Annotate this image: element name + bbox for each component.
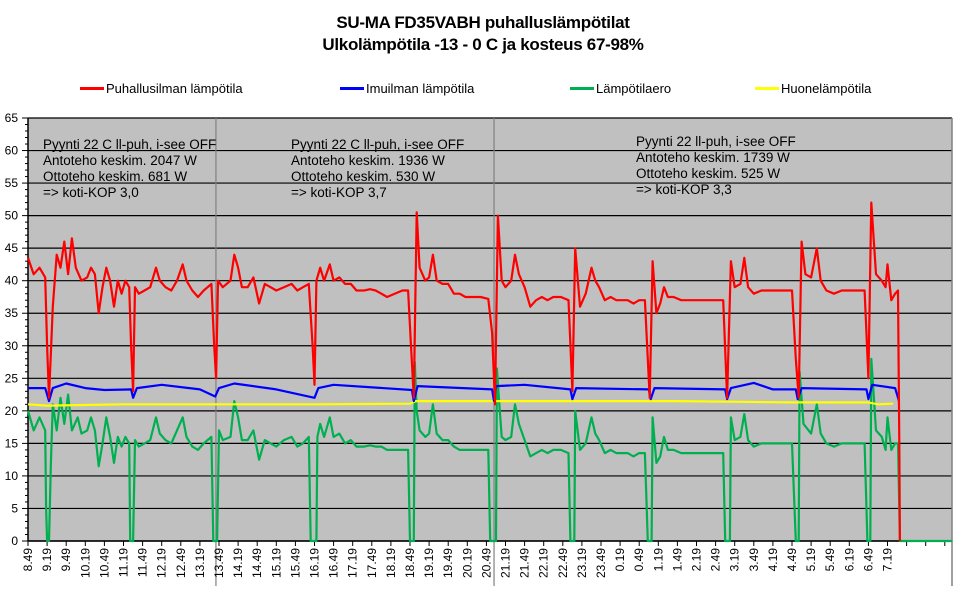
annotation-line: Antoteho keskim. 1739 W (636, 150, 790, 165)
annotation-line: Pyynti 22 ll-puh, i-see OFF (636, 134, 796, 149)
x-tick-label: 17.49 (365, 548, 379, 578)
x-tick-label: 12.49 (174, 548, 188, 578)
y-tick-label: 0 (11, 534, 18, 548)
x-tick-label: 2.49 (709, 548, 723, 572)
y-tick-label: 25 (5, 371, 19, 385)
annotation-line: Pyynti 22 C ll-puh, i-see OFF (43, 137, 217, 152)
legend-item-lampotilaero: Lämpötilaero (570, 81, 671, 96)
y-tick-label: 35 (5, 306, 19, 320)
x-tick-label: 11.19 (117, 548, 131, 577)
legend-label: Lämpötilaero (596, 81, 672, 96)
x-tick-label: 5.19 (804, 548, 818, 572)
x-tick-label: 18.49 (403, 548, 417, 578)
legend-swatch (755, 87, 779, 90)
x-tick-label: 20.19 (460, 548, 474, 578)
annotation-line: => koti-KOP 3,0 (43, 185, 139, 200)
x-tick-label: 16.19 (308, 548, 322, 578)
x-tick-label: 22.19 (537, 548, 551, 578)
x-tick-label: 12.19 (155, 548, 169, 578)
y-tick-label: 50 (5, 209, 19, 223)
x-tick-label: 17.19 (346, 548, 360, 578)
legend-label: Imuilman lämpötila (366, 81, 475, 96)
series-line-imuilman-l-mp-tila (28, 381, 901, 403)
annotation-line: => koti-KOP 3,7 (291, 185, 387, 200)
x-tick-label: 10.49 (97, 548, 111, 578)
annotation-period-3: Pyynti 22 ll-puh, i-see OFF Antoteho kes… (636, 134, 796, 198)
x-tick-label: 13.19 (193, 548, 207, 578)
x-tick-label: 5.49 (823, 548, 837, 572)
annotation-line: => koti-KOP 3,3 (636, 182, 732, 197)
series-line-puhallusilman-l-mp-tila (26, 201, 901, 542)
legend-swatch (570, 87, 594, 90)
y-tick-label: 60 (5, 144, 19, 158)
x-tick-label: 2.19 (690, 548, 704, 572)
x-tick-label: 9.19 (40, 548, 54, 572)
legend-label: Huonelämpötila (781, 81, 872, 96)
x-tick-label: 4.19 (766, 548, 780, 572)
x-tick-label: 19.19 (422, 548, 436, 578)
annotation-line: Ottoteho keskim. 530 W (291, 169, 436, 184)
x-tick-label: 10.19 (78, 548, 92, 578)
y-tick-label: 5 (11, 501, 18, 515)
y-tick-label: 45 (5, 241, 19, 255)
x-tick-label: 11.49 (136, 548, 150, 577)
legend-item-puhallus: Puhallusilman lämpötila (80, 81, 243, 96)
x-tick-label: 13.49 (212, 548, 226, 578)
x-tick-label: 3.49 (747, 548, 761, 572)
annotation-line: Antoteho keskim. 1936 W (291, 153, 445, 168)
legend-item-huone: Huonelämpötila (755, 81, 871, 96)
x-tick-label: 8.49 (21, 548, 35, 572)
y-tick-label: 65 (5, 111, 19, 125)
x-tick-label: 15.49 (288, 548, 302, 578)
legend-label: Puhallusilman lämpötila (106, 81, 243, 96)
legend-item-imuilma: Imuilman lämpötila (340, 81, 474, 96)
series-line-huonel-mp-tila (27, 400, 894, 407)
x-tick-label: 19.49 (441, 548, 455, 578)
x-tick-label: 0.19 (613, 548, 627, 572)
legend-swatch (340, 87, 364, 90)
x-tick-label: 21.19 (499, 548, 513, 578)
x-tick-label: 22.49 (556, 548, 570, 578)
chart-title: SU-MA FD35VABH puhalluslämpötilat (336, 13, 630, 32)
x-tick-label: 1.49 (670, 548, 684, 572)
x-tick-label: 0.49 (632, 548, 646, 572)
annotation-line: Ottoteho keskim. 681 W (43, 169, 188, 184)
x-tick-label: 1.19 (651, 548, 665, 572)
x-tick-label: 6.19 (842, 548, 856, 572)
x-tick-label: 4.49 (785, 548, 799, 572)
y-tick-label: 20 (5, 404, 19, 418)
series-line-l-mp-tilaero (26, 357, 953, 543)
y-tick-label: 30 (5, 339, 19, 353)
x-tick-label: 23.19 (575, 548, 589, 578)
annotation-line: Ottoteho keskim. 525 W (636, 166, 781, 181)
x-tick-label: 9.49 (59, 548, 73, 572)
annotation-line: Pyynti 22 C ll-puh, i-see OFF (291, 137, 465, 152)
x-tick-label: 21.49 (518, 548, 532, 578)
x-tick-label: 7.19 (881, 548, 895, 572)
y-tick-label: 40 (5, 274, 19, 288)
annotation-line: Antoteho keskim. 2047 W (43, 153, 197, 168)
chart-subtitle: Ulkolämpötila -13 - 0 C ja kosteus 67-98… (322, 35, 644, 54)
x-tick-label: 20.49 (479, 548, 493, 578)
annotation-period-2: Pyynti 22 C ll-puh, i-see OFF Antoteho k… (291, 137, 464, 201)
x-tick-label: 14.19 (231, 548, 245, 578)
y-tick-label: 55 (5, 176, 19, 190)
y-tick-label: 10 (5, 469, 19, 483)
x-tick-label: 23.49 (594, 548, 608, 578)
x-tick-label: 16.49 (327, 548, 341, 578)
annotation-period-1: Pyynti 22 C ll-puh, i-see OFF Antoteho k… (43, 137, 216, 201)
legend-swatch (80, 87, 104, 90)
x-tick-label: 18.19 (384, 548, 398, 578)
x-tick-label: 6.49 (861, 548, 875, 572)
x-tick-label: 15.19 (269, 548, 283, 578)
x-tick-label: 14.49 (250, 548, 264, 578)
x-tick-label: 3.19 (728, 548, 742, 572)
y-tick-label: 15 (5, 436, 19, 450)
